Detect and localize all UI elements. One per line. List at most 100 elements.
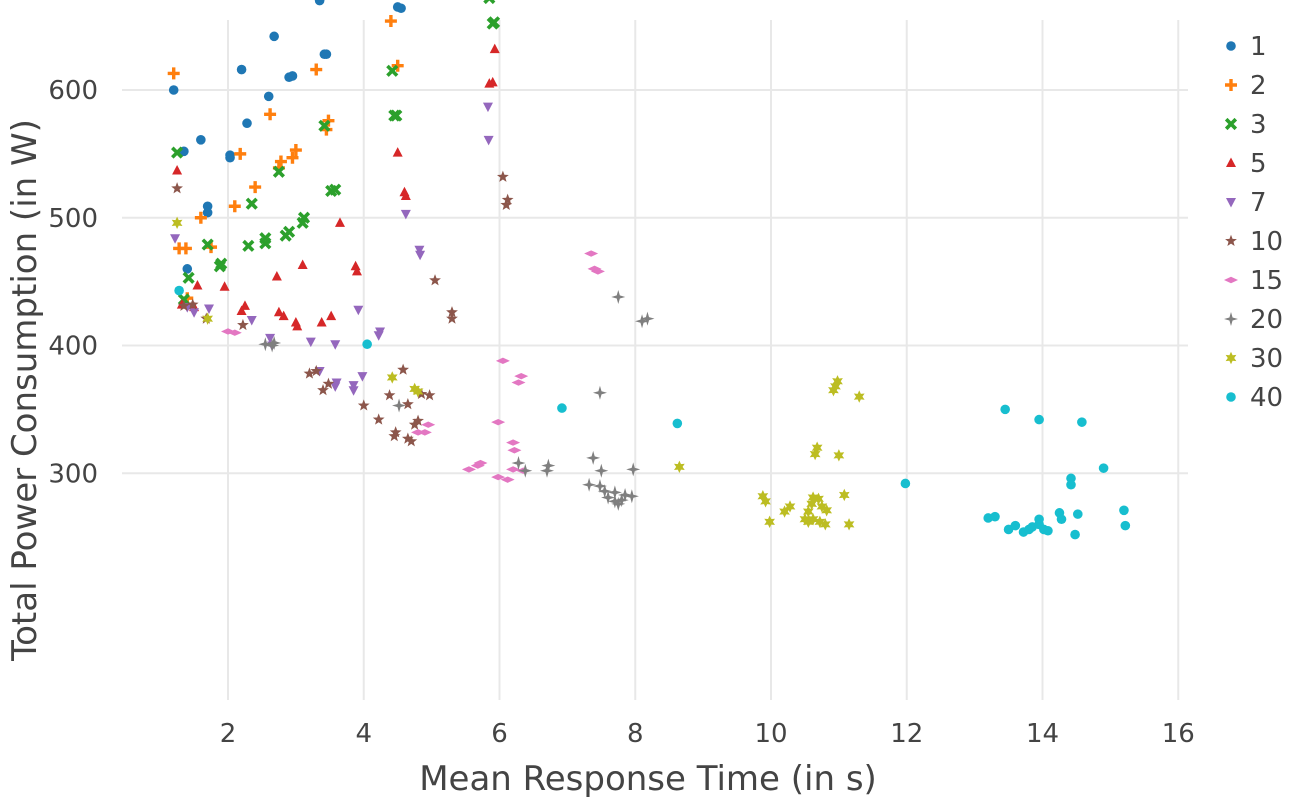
data-point <box>408 418 421 430</box>
legend-label: 10 <box>1250 227 1283 257</box>
x-tick-label: 4 <box>355 719 372 749</box>
data-point <box>297 211 311 224</box>
data-point <box>807 513 819 526</box>
legend-label: 20 <box>1250 305 1283 335</box>
data-point <box>495 357 510 365</box>
data-point <box>236 64 247 75</box>
legend-item[interactable]: 2 <box>1225 71 1267 101</box>
data-point <box>446 312 458 324</box>
legend-item[interactable]: 3 <box>1224 110 1267 140</box>
y-tick-label: 600 <box>48 76 98 106</box>
data-point <box>386 371 398 384</box>
data-point <box>225 152 235 163</box>
data-point <box>245 197 258 210</box>
data-point <box>491 473 506 481</box>
data-point <box>259 232 272 245</box>
data-point <box>415 250 426 261</box>
data-point <box>584 250 599 257</box>
y-axis-title: Total Power Consumption (in W) <box>5 119 45 662</box>
legend-marker <box>1224 312 1238 326</box>
legend-item[interactable]: 15 <box>1224 266 1283 296</box>
data-point <box>507 447 522 454</box>
x-tick-label: 14 <box>1026 719 1059 749</box>
data-point <box>263 91 274 102</box>
data-point <box>414 245 425 256</box>
data-point <box>1034 514 1044 525</box>
series-3 <box>171 0 501 306</box>
legend-label: 30 <box>1250 344 1283 374</box>
legend-item[interactable]: 20 <box>1224 305 1283 335</box>
data-point <box>597 484 612 499</box>
data-point <box>487 76 498 87</box>
data-point <box>326 310 337 321</box>
data-point <box>506 466 521 473</box>
data-point <box>900 478 911 489</box>
legend-item[interactable]: 7 <box>1226 188 1267 218</box>
legend-item[interactable]: 30 <box>1225 344 1283 374</box>
data-point <box>386 64 399 77</box>
data-point <box>833 449 845 462</box>
legend-marker <box>1224 117 1238 131</box>
data-point <box>357 399 370 411</box>
data-point <box>1120 520 1131 531</box>
data-point <box>813 492 824 505</box>
legend-item[interactable]: 5 <box>1226 149 1267 179</box>
data-point <box>228 200 241 213</box>
data-point <box>757 490 769 503</box>
data-point <box>1056 514 1067 525</box>
data-point <box>1119 505 1129 516</box>
data-point <box>237 318 249 331</box>
data-point <box>297 259 308 270</box>
legend-item[interactable]: 1 <box>1226 32 1267 62</box>
data-point <box>811 441 823 454</box>
data-point <box>1070 529 1080 540</box>
y-tick-label: 500 <box>48 204 98 234</box>
y-tick-label: 300 <box>48 459 98 489</box>
data-point <box>674 460 685 474</box>
series-40 <box>174 285 1131 540</box>
data-point <box>429 274 441 286</box>
data-point <box>501 193 514 205</box>
data-point <box>540 463 555 478</box>
x-tick-label: 12 <box>890 719 923 749</box>
data-point <box>203 304 214 314</box>
data-point <box>287 71 298 81</box>
data-point <box>590 268 605 275</box>
data-point <box>362 339 372 350</box>
data-point <box>483 0 496 5</box>
data-point <box>473 459 488 467</box>
data-point <box>372 413 385 425</box>
data-point <box>246 315 257 326</box>
data-point <box>497 170 509 182</box>
data-point <box>292 320 303 331</box>
data-point <box>592 385 607 400</box>
data-point <box>1072 509 1083 519</box>
data-points <box>167 0 1131 540</box>
data-point <box>624 489 639 504</box>
data-point <box>390 109 403 122</box>
data-point <box>1043 525 1053 536</box>
data-point <box>421 421 436 428</box>
y-tick-label: 400 <box>48 332 98 362</box>
data-point <box>202 207 213 218</box>
data-point <box>816 500 828 513</box>
data-point <box>273 306 284 317</box>
data-point <box>321 49 332 60</box>
data-point <box>814 515 826 528</box>
data-point <box>171 216 183 230</box>
legend-item[interactable]: 10 <box>1225 227 1283 257</box>
data-point <box>391 59 404 72</box>
data-point <box>357 372 368 382</box>
data-point <box>172 164 183 175</box>
data-point <box>830 380 841 393</box>
legend-marker <box>1225 234 1237 247</box>
data-point <box>196 135 206 145</box>
data-point <box>318 119 331 132</box>
legend-item[interactable]: 40 <box>1226 383 1283 413</box>
legend-marker <box>1226 198 1236 208</box>
data-point <box>286 151 299 164</box>
data-point <box>283 225 296 238</box>
data-point <box>375 327 386 337</box>
legend-marker <box>1226 41 1236 51</box>
data-point <box>194 211 207 224</box>
